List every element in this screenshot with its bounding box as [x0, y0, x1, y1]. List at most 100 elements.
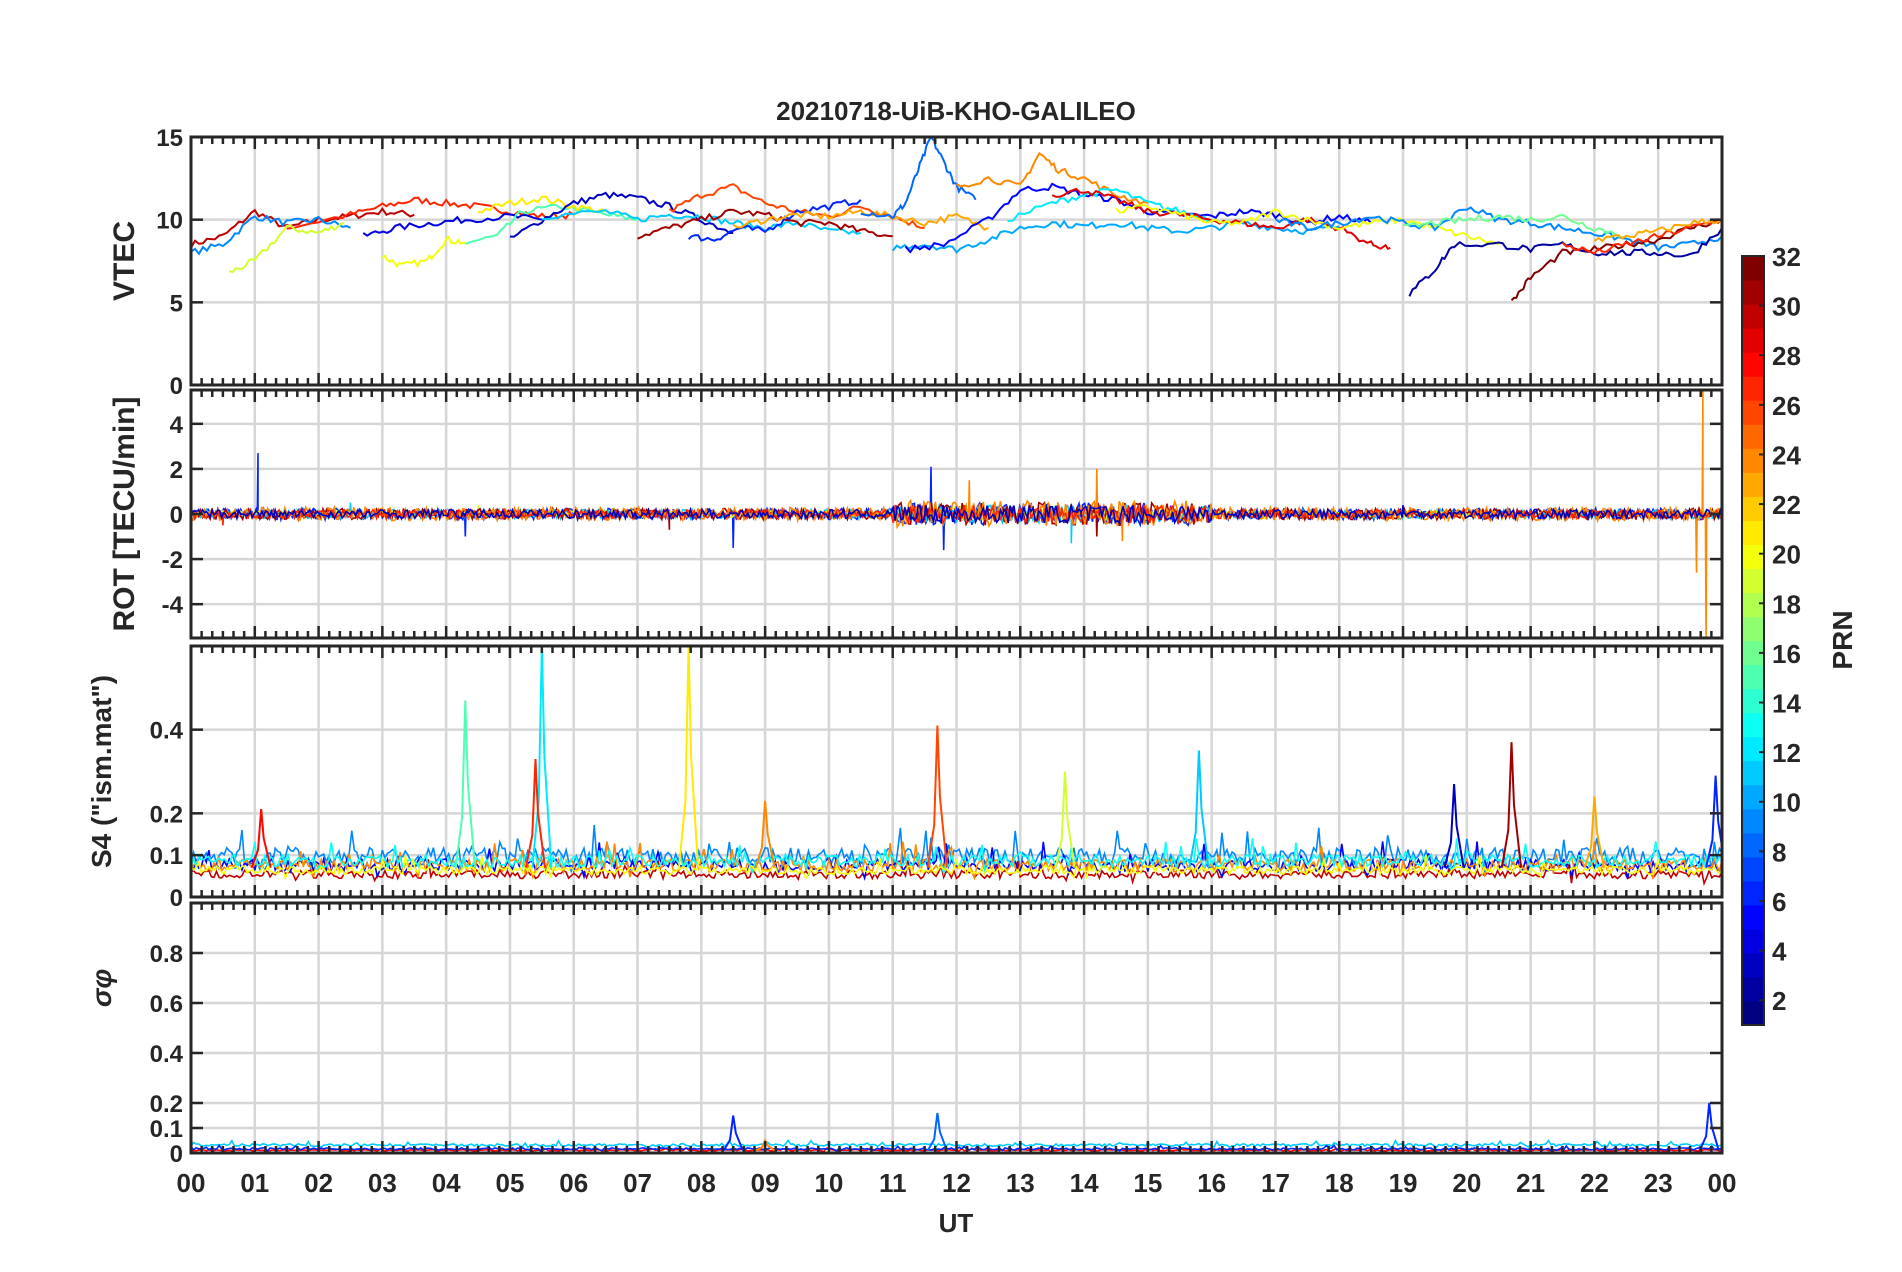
colorbar-swatch: [1742, 832, 1764, 858]
y-tick-label: 5: [170, 290, 183, 317]
colorbar-tick-label: 28: [1772, 341, 1801, 371]
x-tick-labels: 00 01 02 03 04 05 06 07 08 09 10 11 12 13 14 15 16 17 18 19…: [177, 1168, 1737, 1198]
series-group: [191, 390, 1722, 638]
colorbar-swatch: [1742, 544, 1764, 570]
colorbar-swatch: [1742, 856, 1764, 882]
series-prn-6: [687, 198, 862, 242]
x-tick-label: 22: [1580, 1168, 1609, 1198]
colorbar-swatch: [1742, 496, 1764, 521]
colorbar-swatch: [1742, 664, 1764, 690]
x-axis-label: UT: [939, 1208, 974, 1238]
x-tick-label: 15: [1133, 1168, 1162, 1198]
colorbar-tick-label: 30: [1772, 292, 1801, 322]
y-axis-label: VTEC: [108, 221, 141, 301]
colorbar-swatch: [1742, 784, 1764, 810]
colorbar-swatch: [1742, 928, 1764, 954]
colorbar-tick-label: 14: [1772, 689, 1801, 719]
colorbar-tick-label: 8: [1772, 837, 1786, 867]
colorbar-swatch: [1742, 424, 1764, 449]
x-tick-label: 01: [240, 1168, 269, 1198]
series-prn-2: [1408, 227, 1722, 297]
series-group: [191, 646, 1722, 887]
series-prn-27: [524, 758, 546, 868]
y-tick-label: 0.6: [150, 991, 183, 1018]
y-tick-label: 0.8: [150, 941, 183, 968]
y-axis-label: ROT [TECU/min]: [108, 397, 141, 632]
series-prn-20: [381, 235, 466, 269]
x-tick-label: 02: [304, 1168, 333, 1198]
y-tick-label: 0: [170, 373, 183, 400]
y-tick-label: -4: [162, 592, 184, 619]
colorbar-swatch: [1742, 472, 1764, 497]
x-tick-label: 06: [559, 1168, 588, 1198]
series-prn-30: [191, 859, 1722, 887]
colorbar-swatch: [1742, 760, 1764, 786]
series-prn-28: [250, 809, 272, 869]
series-prn-19: [228, 222, 345, 274]
series-prn-21: [478, 195, 607, 214]
x-tick-label: 21: [1516, 1168, 1545, 1198]
colorbar-swatch: [1742, 568, 1764, 594]
colorbar-swatch: [1742, 736, 1764, 762]
y-tick-label: 0.1: [150, 1116, 183, 1143]
series-prn-15: [465, 203, 638, 245]
colorbar-swatch: [1742, 640, 1764, 666]
colorbar-swatch: [1742, 976, 1764, 1002]
series-prn-20: [1115, 203, 1500, 246]
series-prn-31: [1500, 742, 1523, 868]
colorbar-swatch: [1742, 712, 1764, 738]
colorbar-swatch: [1742, 904, 1764, 930]
y-axis-label: S4 ("ism.mat"): [86, 675, 117, 868]
x-tick-label: 03: [368, 1168, 397, 1198]
colorbar-tick-label: 24: [1772, 440, 1801, 470]
chart-title: 20210718-UiB-KHO-GALILEO: [776, 96, 1136, 126]
series-prn-9: [1274, 206, 1722, 253]
y-tick-label: -2: [162, 547, 183, 574]
panel-3: 0 0.1 0.2 0.4 S4 ("ism.mat"): [86, 644, 1724, 912]
x-tick-label: 18: [1325, 1168, 1354, 1198]
x-tick-label: 00: [177, 1168, 206, 1198]
series-prn-30: [191, 206, 415, 249]
colorbar-swatch: [1742, 520, 1764, 545]
series-prn-24: [754, 800, 776, 868]
y-tick-label: 0: [170, 885, 183, 912]
series-prn-31: [637, 208, 893, 240]
series-prn-23: [1583, 796, 1605, 868]
colorbar-swatch: [1742, 688, 1764, 714]
series-prn-26: [926, 725, 948, 868]
colorbar-tick-label: 16: [1772, 639, 1801, 669]
y-tick-label: 0.2: [150, 1091, 183, 1118]
colorbar-swatch: [1742, 328, 1764, 353]
series-prn-27: [1561, 218, 1722, 255]
series-prn-3: [1443, 783, 1465, 868]
colorbar-swatch: [1742, 952, 1764, 978]
series-prn-6: [1698, 1102, 1720, 1151]
colorbar-swatch: [1742, 256, 1764, 281]
series-group: [191, 137, 1722, 302]
colorbar-tick-label: 10: [1772, 788, 1801, 818]
x-tick-label: 19: [1389, 1168, 1418, 1198]
panel-4: 00.10.2 0.4 0.6 0.8 σφ: [86, 901, 1724, 1168]
y-tick-label: 0: [170, 1141, 183, 1168]
colorbar-tick-label: 2: [1772, 986, 1786, 1016]
panel-2: -4 -2 0 2 4 ROT [TECU/min]: [108, 388, 1724, 640]
colorbar-swatch: [1742, 280, 1764, 305]
colorbar-swatch: [1742, 808, 1764, 834]
series-prn-12: [531, 646, 553, 868]
x-tick-label: 04: [432, 1168, 461, 1198]
colorbar-tick-label: 4: [1772, 937, 1787, 967]
colorbar-tick-label: 32: [1772, 242, 1801, 272]
y-tick-label: 0.4: [150, 1041, 184, 1068]
colorbar-swatch: [1742, 304, 1764, 329]
x-tick-label: 13: [1006, 1168, 1035, 1198]
colorbar-tick-label: 6: [1772, 887, 1786, 917]
y-tick-label: 0.4: [150, 718, 184, 745]
colorbar-tick-label: 20: [1772, 540, 1801, 570]
x-tick-label: 23: [1644, 1168, 1673, 1198]
y-tick-label: 0: [170, 502, 183, 529]
y-axis-label: σφ: [86, 969, 117, 1007]
x-tick-label: 12: [942, 1168, 971, 1198]
x-tick-label: 16: [1197, 1168, 1226, 1198]
colorbar-tick-label: 12: [1772, 738, 1801, 768]
